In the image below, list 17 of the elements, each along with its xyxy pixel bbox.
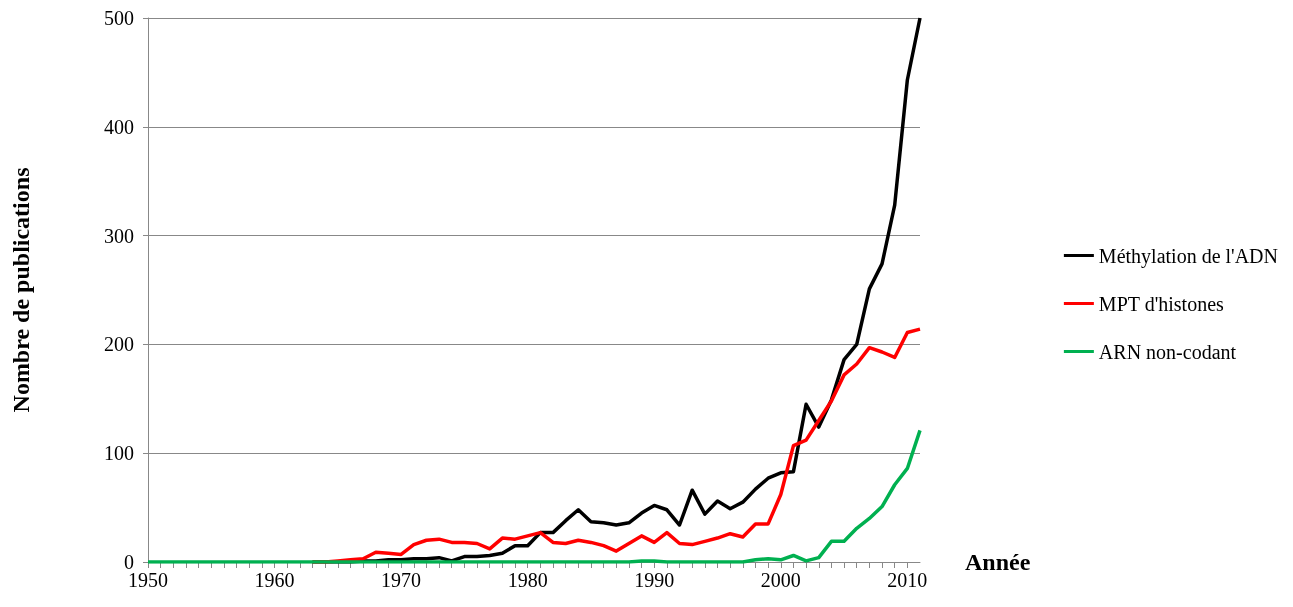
y-tick-label: 200	[104, 333, 134, 356]
legend-label: ARN non-codant	[1098, 340, 1237, 363]
y-tick-label: 500	[104, 7, 134, 29]
y-axis-title: Nombre de publications	[8, 167, 34, 413]
legend-label: MPT d'histones	[1098, 292, 1225, 315]
x-tick-label: 1980	[507, 569, 548, 591]
x-axis-title: Année	[965, 549, 1031, 575]
x-tick-label: 1960	[254, 569, 295, 591]
x-tick-label: 2010	[887, 569, 928, 591]
x-tick-label: 1990	[634, 569, 675, 591]
x-tick-label: 1970	[381, 569, 422, 591]
line-series	[146, 428, 922, 564]
x-tick-label: 2000	[760, 569, 801, 591]
y-tick-label: 400	[104, 115, 134, 138]
y-tick-label: 300	[104, 224, 134, 247]
y-tick-label: 100	[104, 442, 134, 465]
legend-label: Méthylation de l'ADN	[1098, 244, 1279, 268]
